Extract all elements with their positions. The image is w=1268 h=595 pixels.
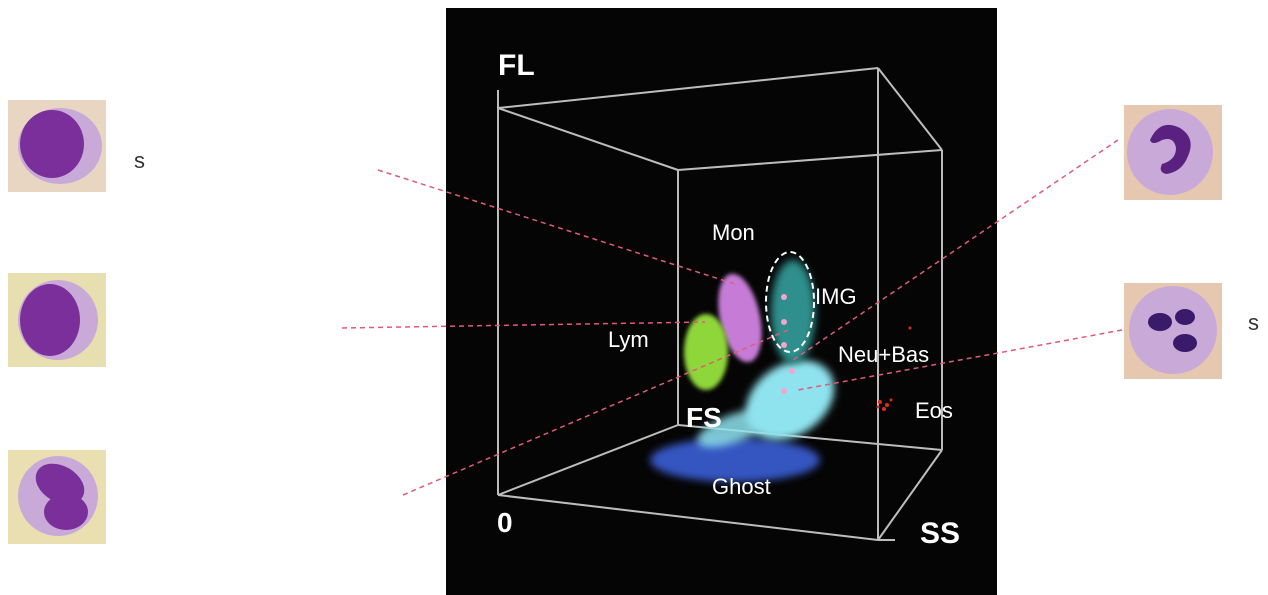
cloud-ghost (650, 438, 820, 482)
axis-label-fs: FS (686, 402, 722, 433)
pop-label-lym: Lym (608, 327, 649, 352)
population-clouds (650, 251, 912, 482)
cell-caption-monocyte: s (134, 148, 145, 173)
cell-caption-segmented: s (1248, 310, 1259, 335)
axis-label-ss: SS (920, 517, 960, 550)
cell-thumbnail-lymphocyte (8, 273, 106, 367)
pop-label-img: IMG (815, 284, 857, 309)
axis-label-fl: FL (498, 49, 535, 82)
cloud-mon (718, 273, 762, 363)
cloud-eos (876, 326, 912, 411)
leader-lines (341, 139, 1123, 496)
cloud-lym (684, 314, 728, 390)
axis-box (497, 67, 943, 541)
cloud-img (771, 260, 815, 364)
cell-thumbnail-immature (8, 450, 106, 544)
ss-axis-line (497, 494, 879, 541)
cell-thumbnail-segmented (1124, 283, 1222, 379)
pop-label-eos: Eos (915, 398, 953, 423)
pink-markers (781, 294, 795, 394)
img-gate (765, 251, 815, 353)
fs-axis-line (497, 424, 679, 496)
pop-label-ghost: Ghost (712, 474, 771, 499)
axis-label-origin: 0 (497, 507, 513, 538)
cloud-neu-tail (697, 409, 773, 447)
cell-thumbnail-monocyte (8, 100, 106, 192)
pop-label-neu: Neu+Bas (838, 342, 929, 367)
pop-label-mon: Mon (712, 220, 755, 245)
cell-thumbnail-neutrophil (1124, 105, 1222, 200)
